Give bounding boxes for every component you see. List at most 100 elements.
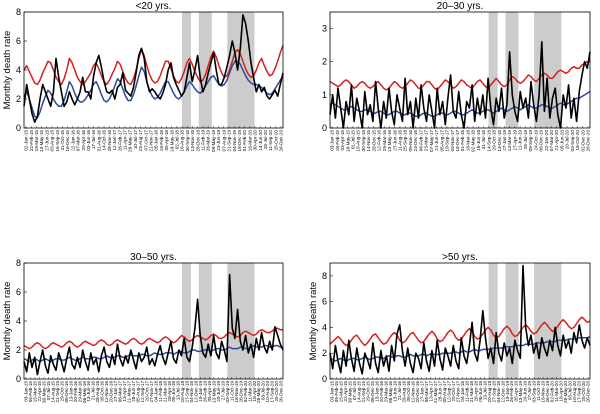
x-tick-label: 30-May-15 — [348, 381, 353, 403]
x-tick-label: 20-Apr-16 — [81, 130, 86, 151]
x-tick-label: 26-May-20 — [563, 381, 568, 403]
x-tick-label: 12-Nov-16 — [104, 381, 109, 403]
x-tick-label: 02-May-18 — [471, 130, 476, 152]
panel-title: 20–30 yrs. — [437, 1, 484, 12]
x-tick-label: 21-Mar-18 — [469, 381, 474, 403]
y-tick-label: 8 — [16, 258, 21, 268]
x-tick-label: 13-Jul-18 — [176, 381, 181, 401]
x-tick-label: 11-Oct-19 — [536, 381, 541, 402]
x-tick-label: 03-Sep-19 — [225, 381, 230, 403]
x-tick-label: 11-Jun-19 — [518, 130, 523, 151]
x-tick-label: 11-Oct-19 — [229, 381, 234, 402]
x-tick-label: 20-Oct-17 — [451, 381, 456, 402]
x-tick-label: 29-Oct-18 — [492, 130, 497, 151]
x-tick-label: 03-Jan-15 — [24, 381, 29, 402]
x-tick-label: 01-Feb-20 — [242, 130, 247, 152]
shaded-period-3 — [534, 263, 562, 379]
x-tick-label: 16-Dec-15 — [65, 130, 70, 152]
x-tick-label: 07-Mar-20 — [549, 130, 554, 152]
x-tick-label: 05-Jan-18 — [154, 130, 159, 151]
x-tick-label: 14-Aug-15 — [357, 381, 362, 403]
x-tick-label: 17-Sep-20 — [577, 381, 582, 403]
x-tick-label: 07-Aug-19 — [221, 130, 226, 152]
x-tick-label: 27-Jan-17 — [419, 381, 424, 402]
x-tick-label: 13-May-15 — [39, 130, 44, 152]
x-tick-label: 21-Jun-17 — [434, 130, 439, 151]
x-tick-label: 27-Jul-19 — [220, 381, 225, 401]
chart-panel-2: 20–30 yrs. 0 1 2 3 03-Jan-15 18-Feb-15 03-Apr-1… — [322, 1, 591, 152]
x-tick-label: 16-Aug-18 — [180, 130, 185, 152]
x-tick-label: 26-May-20 — [256, 381, 261, 403]
x-tick-label: 18-Dec-17 — [455, 130, 460, 152]
x-tick-label: 09-May-19 — [211, 130, 216, 152]
series-line-observed — [329, 264, 591, 375]
x-tick-label: 19-May-18 — [169, 130, 174, 152]
x-tick-label: 11-Apr-17 — [122, 130, 127, 151]
shaded-period-1 — [488, 12, 498, 128]
x-tick-label: 21-Jul-16 — [91, 381, 96, 401]
x-tick-label: 20-Aug-18 — [487, 381, 492, 403]
x-tick-label: 22-Jan-20 — [544, 130, 549, 151]
y-tick-label: 2 — [16, 345, 21, 355]
x-tick-label: 02-Dec-20 — [580, 130, 585, 152]
x-tick-label: 27-Sep-18 — [185, 381, 190, 403]
y-tick-label: 6 — [16, 36, 21, 46]
x-tick-label: 11-Sep-20 — [268, 130, 273, 152]
x-tick-label: 22-Jan-16 — [70, 130, 75, 151]
x-tick-label: 03-Apr-15 — [340, 130, 345, 151]
x-tick-label: 25-Oct-20 — [581, 381, 586, 402]
x-tick-label: 14-Jun-20 — [258, 130, 263, 151]
x-tick-label: 31-Aug-16 — [96, 130, 101, 152]
x-tick-label: 28-Apr-18 — [473, 381, 478, 402]
panel-title: <20 yrs. — [136, 1, 172, 12]
x-tick-label: 05-Aug-17 — [439, 130, 444, 152]
y-tick-label: 0 — [16, 123, 21, 133]
x-tick-label: 22-Apr-15 — [37, 381, 42, 402]
x-tick-label: 26-Dec-20 — [279, 381, 284, 403]
x-tick-label: 16-Mar-20 — [247, 130, 252, 152]
x-tick-label: 13-May-16 — [387, 130, 392, 152]
x-tick-label: 06-Mar-17 — [118, 381, 123, 403]
x-tick-label: 25-Oct-20 — [274, 381, 279, 402]
x-tick-label: 13-Apr-17 — [122, 381, 127, 402]
x-tick-label: 20-Jul-20 — [565, 130, 570, 150]
x-tick-label: 23-Jun-19 — [216, 130, 221, 151]
x-tick-label: 19-Jan-19 — [198, 381, 203, 402]
y-tick-label: 4 — [16, 316, 21, 326]
x-tick-label: 11-Feb-19 — [201, 130, 206, 151]
x-tick-label: 27-Jul-19 — [527, 381, 532, 401]
panel-title: >50 yrs. — [442, 252, 478, 263]
x-tick-label: 30-Sep-18 — [185, 130, 190, 152]
x-tick-label: 12-Dec-18 — [194, 381, 199, 403]
x-tick-label: 15-Aug-15 — [356, 130, 361, 152]
y-tick-label: 8 — [16, 7, 21, 17]
x-tick-label: 06-Feb-17 — [418, 130, 423, 152]
x-tick-label: 30-May-15 — [41, 381, 46, 403]
x-tick-label: 27-Jun-16 — [392, 130, 397, 151]
x-tick-label: 12-Nov-16 — [410, 381, 415, 403]
x-tick-label: 31-Oct-15 — [60, 130, 65, 151]
x-tick-label: 18-Feb-15 — [335, 130, 340, 152]
x-tick-label: 03-Jul-20 — [261, 381, 266, 401]
x-tick-label: 02-Feb-20 — [243, 381, 248, 403]
series-line-red — [329, 316, 591, 347]
y-tick-label: 2 — [322, 57, 327, 67]
x-tick-label: 29-Oct-15 — [366, 381, 371, 402]
x-tick-label: 26-Jul-19 — [523, 130, 528, 150]
x-tick-label: 26-Feb-19 — [509, 381, 514, 403]
x-tick-label: 07-May-17 — [429, 130, 434, 152]
y-tick-label: 8 — [322, 271, 327, 281]
x-tick-label: 12-Sep-17 — [140, 381, 145, 403]
shaded-period-1 — [181, 263, 192, 379]
x-tick-label: 21-Sep-15 — [55, 381, 60, 403]
x-tick-label: 27-Sep-18 — [491, 381, 496, 403]
x-tick-label: 18-Mar-18 — [465, 130, 470, 152]
x-tick-label: 12-Sep-17 — [446, 381, 451, 403]
x-tick-label: 29-Mar-16 — [77, 381, 82, 403]
x-tick-label: 20-Jun-19 — [523, 381, 528, 402]
y-tick-label: 4 — [322, 322, 327, 332]
x-tick-label: 23-Aug-17 — [138, 130, 143, 152]
y-axis-label: Monthly death rate — [2, 31, 13, 110]
y-axis-label: Monthly death rate — [308, 282, 319, 361]
x-tick-label: 06-Dec-15 — [64, 381, 69, 403]
